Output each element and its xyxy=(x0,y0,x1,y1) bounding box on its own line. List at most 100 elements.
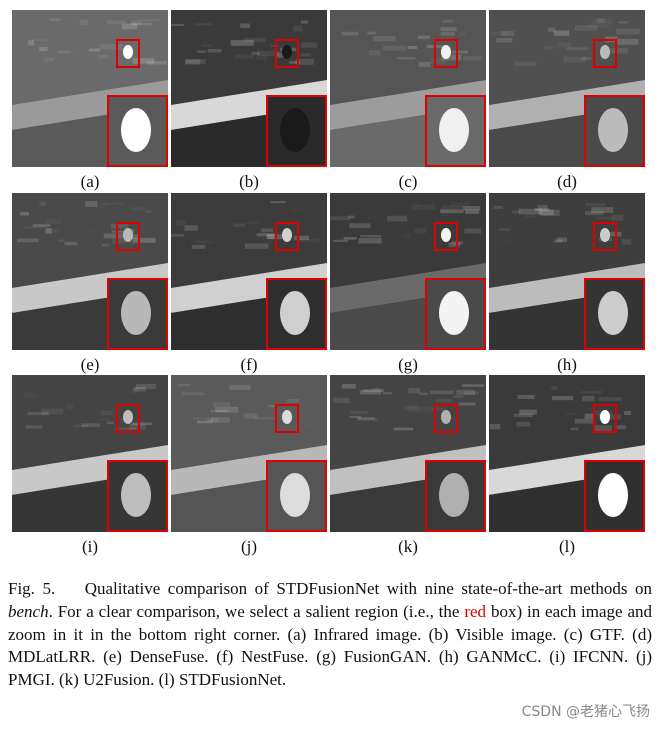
image-texture xyxy=(541,209,560,216)
image-texture xyxy=(207,418,219,422)
image-texture xyxy=(582,395,595,402)
image-texture xyxy=(207,48,222,53)
watermark: CSDN @老猪心飞扬 xyxy=(521,704,650,720)
image-texture xyxy=(500,30,515,37)
zoom-border xyxy=(107,278,168,350)
image-texture xyxy=(215,406,239,413)
image-texture xyxy=(254,417,275,420)
image-texture xyxy=(616,28,640,35)
image-texture xyxy=(58,239,65,242)
red-box xyxy=(275,39,299,68)
image-texture xyxy=(103,233,127,239)
image-texture xyxy=(181,392,204,396)
image-texture xyxy=(418,61,431,67)
image-texture xyxy=(372,388,380,391)
image-panel: (g) xyxy=(330,193,486,374)
image-texture xyxy=(333,239,349,242)
image-texture xyxy=(194,23,213,26)
zoom-border xyxy=(107,460,168,532)
image-texture xyxy=(548,27,556,33)
image-texture xyxy=(551,386,558,390)
image-texture xyxy=(111,230,133,233)
image-texture xyxy=(39,47,48,52)
image-texture xyxy=(435,398,452,403)
image-texture xyxy=(343,236,357,240)
image-texture xyxy=(229,384,251,390)
image-texture xyxy=(257,50,279,57)
panel-label: (h) xyxy=(557,355,577,374)
image-texture xyxy=(268,404,276,408)
image-texture xyxy=(45,219,62,224)
zoom-blob xyxy=(280,473,310,517)
image-texture xyxy=(129,424,146,430)
image-texture xyxy=(330,216,350,221)
image-texture xyxy=(412,204,436,210)
image-panel: (f) xyxy=(171,193,327,374)
image-texture xyxy=(382,392,393,395)
image-texture xyxy=(81,423,100,427)
zoom-border xyxy=(584,460,645,532)
image-texture xyxy=(349,415,362,419)
image-panel: (c) xyxy=(330,10,486,191)
image-panel: (b) xyxy=(171,10,327,191)
image-texture xyxy=(544,45,557,49)
image-texture xyxy=(293,25,303,32)
image-texture xyxy=(96,204,108,208)
figure-panels: (a) (b) (c) (d) (e) (f) (g) (h) (i) (j) (k) (l) xyxy=(12,10,645,556)
image-texture xyxy=(133,386,146,392)
image-texture xyxy=(489,424,501,430)
image-texture xyxy=(131,20,143,25)
zoom-blob xyxy=(280,108,310,152)
red-box xyxy=(434,404,458,433)
image-texture xyxy=(147,60,167,65)
image-texture xyxy=(359,390,382,395)
image-panel: (l) xyxy=(489,375,645,556)
image-texture xyxy=(440,209,464,214)
image-texture xyxy=(436,26,457,31)
target-blob xyxy=(441,45,451,59)
image-texture xyxy=(452,50,469,54)
image-texture xyxy=(517,394,535,400)
red-box xyxy=(434,39,458,68)
target-blob xyxy=(600,45,610,59)
image-texture xyxy=(585,203,606,207)
image-texture xyxy=(300,42,318,48)
image-texture xyxy=(289,61,301,64)
panel-label: (g) xyxy=(398,355,418,374)
image-texture xyxy=(367,31,376,35)
image-texture xyxy=(137,18,160,22)
target-blob xyxy=(441,228,451,242)
image-texture xyxy=(211,417,230,423)
image-texture xyxy=(234,54,254,59)
image-texture xyxy=(426,45,448,48)
red-box xyxy=(116,39,140,68)
image-bench xyxy=(330,80,486,130)
image-texture xyxy=(128,234,141,239)
image-texture xyxy=(565,412,575,416)
image-texture xyxy=(514,61,537,66)
zoom-blob xyxy=(280,291,310,335)
image-texture xyxy=(373,36,396,42)
zoom-border xyxy=(266,460,327,532)
image-texture xyxy=(233,223,246,227)
caption-text: Qualitative comparison of STDFusionNet w… xyxy=(84,579,652,598)
target-blob xyxy=(600,228,610,242)
image-texture xyxy=(574,418,593,424)
image-bench xyxy=(171,445,327,495)
zoom-blob xyxy=(121,108,151,152)
red-box xyxy=(593,39,617,68)
image-texture xyxy=(131,387,138,394)
image-texture xyxy=(551,395,574,401)
zoom-blob xyxy=(121,473,151,517)
image-texture xyxy=(591,18,613,25)
image-texture xyxy=(407,46,418,49)
image-texture xyxy=(213,402,231,408)
panel-label: (j) xyxy=(241,537,257,556)
image-texture xyxy=(79,218,88,222)
image-texture xyxy=(557,42,572,47)
image-texture xyxy=(463,206,481,211)
image-texture xyxy=(17,238,39,243)
image-texture xyxy=(145,210,152,213)
image-panel: (e) xyxy=(12,193,168,374)
image-texture xyxy=(461,384,485,387)
